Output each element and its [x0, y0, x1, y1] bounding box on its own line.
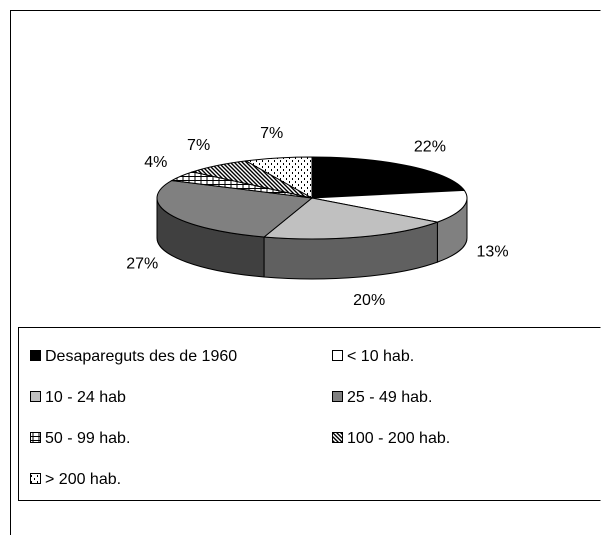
legend-label: > 200 hab. [45, 471, 121, 488]
legend-label: 25 - 49 hab. [347, 389, 432, 406]
slice [311, 189, 468, 223]
legend-label: < 10 hab. [347, 348, 414, 365]
legend-label: 100 - 200 hab. [347, 430, 450, 447]
legend-swatch [30, 473, 41, 484]
legend-label: Desapareguts des de 1960 [45, 348, 237, 365]
chart-frame [10, 10, 601, 535]
legend-label: 10 - 24 hab [45, 389, 126, 406]
slice [244, 156, 313, 199]
legend-frame [18, 327, 601, 501]
data-label: 7% [187, 137, 210, 154]
legend-label: 50 - 99 hab. [45, 430, 130, 447]
legend-swatch [30, 350, 41, 361]
legend-swatch [30, 432, 41, 443]
slice [311, 156, 466, 199]
legend-swatch [30, 391, 41, 402]
data-label: 20% [353, 292, 385, 309]
legend-swatch [332, 391, 343, 402]
data-label: 22% [414, 138, 446, 155]
data-label: 7% [260, 125, 283, 142]
data-label: 13% [477, 244, 509, 261]
slice [262, 197, 440, 240]
legend-swatch [332, 350, 343, 361]
data-label: 4% [144, 154, 167, 171]
slice [156, 180, 314, 238]
legend-swatch [332, 432, 343, 443]
data-label: 27% [126, 255, 158, 272]
